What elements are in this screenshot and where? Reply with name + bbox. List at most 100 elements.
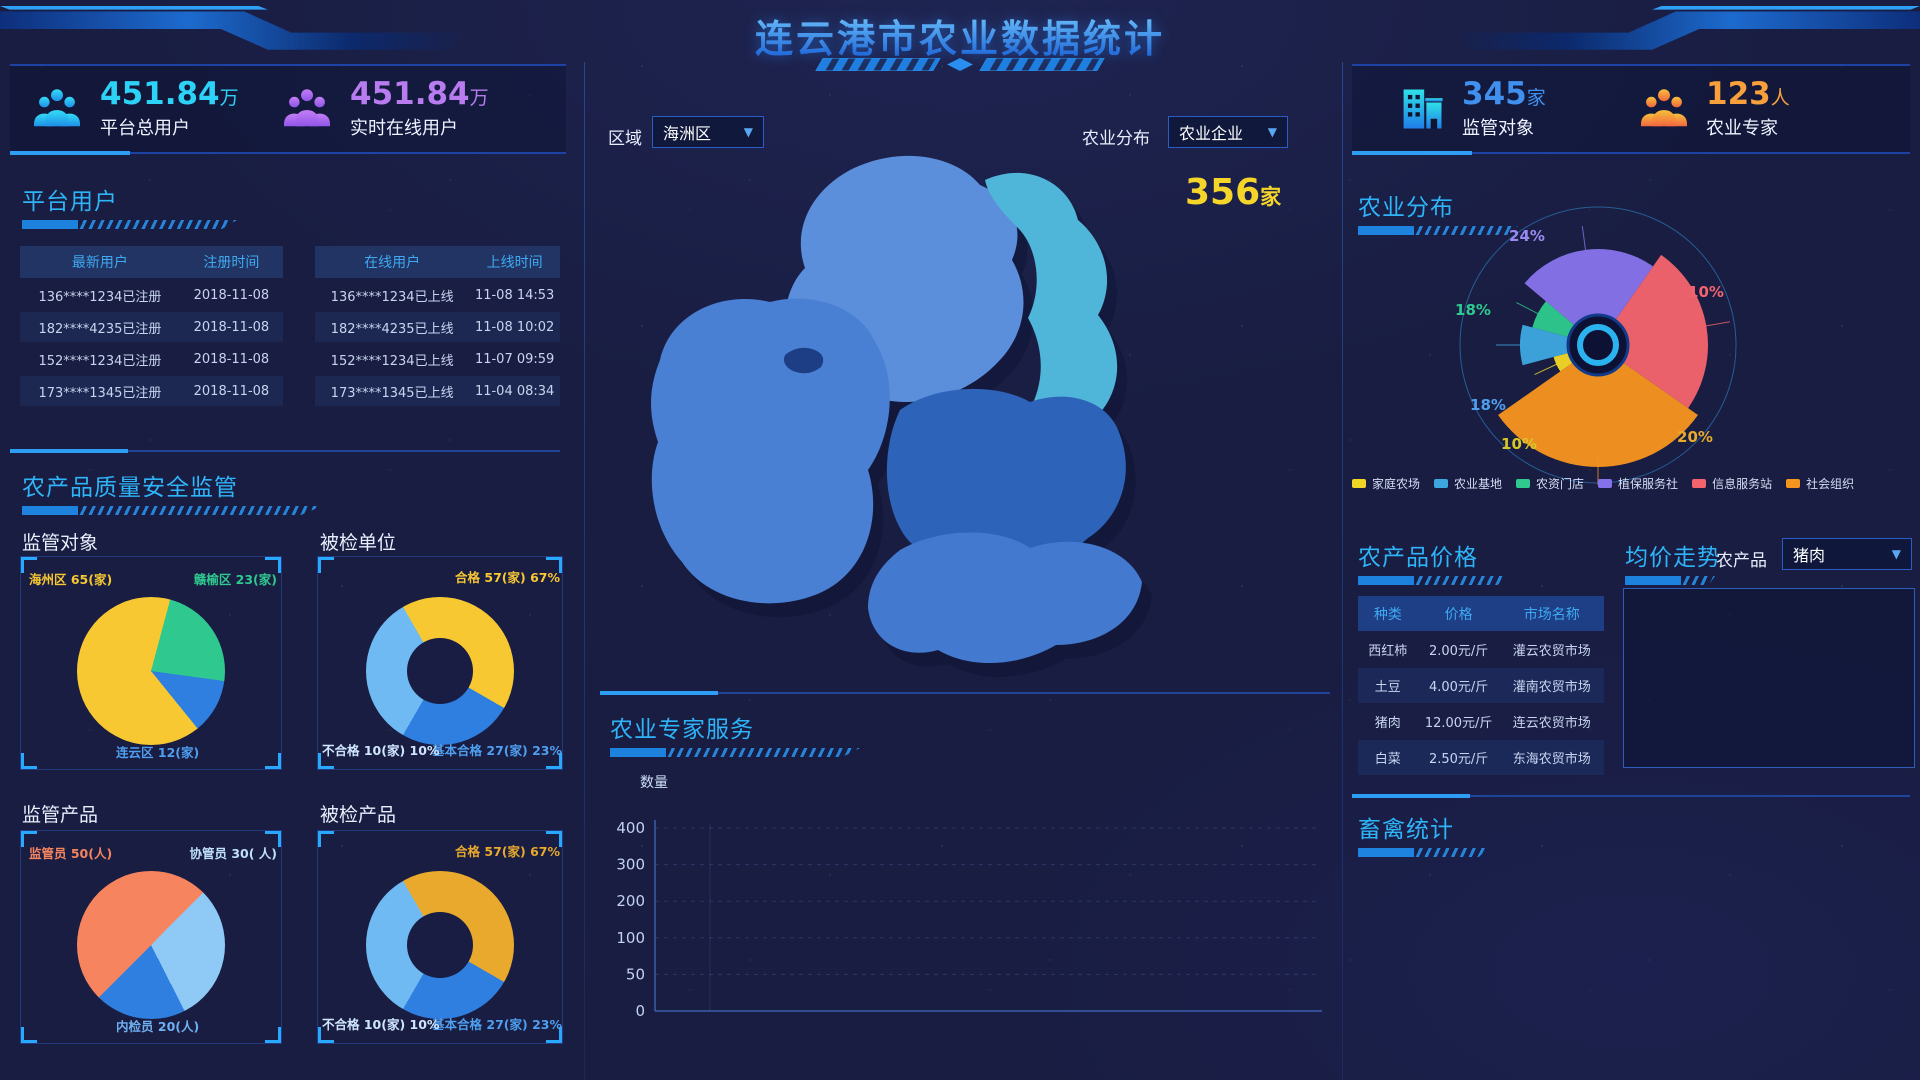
supervision-product-pie (77, 871, 225, 1020)
y-axis-label: 数量 (640, 775, 668, 791)
section-expert-services: 农业专家服务 (610, 717, 754, 743)
inspected-product-card: 合格 57(家) 67% 基本合格 27(家) 23% 不合格 10(家) 10% (317, 830, 563, 1044)
stat-label: 实时在线用户 (350, 118, 458, 140)
legend-item-社会组织[interactable]: 社会组织 (1786, 475, 1854, 492)
column-header: 在线用户 (364, 255, 421, 271)
slice-label: 基本合格 27(家) 23% (432, 1017, 562, 1032)
right-divider (1342, 62, 1343, 1080)
legend-item-植保服务社[interactable]: 植保服务社 (1598, 475, 1678, 492)
rose-pct-label: 10% (1501, 435, 1537, 453)
table-row: 182****4235已上线 11-08 10:02 (315, 312, 560, 342)
legend-item-家庭农场[interactable]: 家庭农场 (1352, 475, 1420, 492)
legend-item-农资门店[interactable]: 农资门店 (1516, 475, 1584, 492)
header-left-decoration (0, 6, 470, 52)
table-cell: 136****1234已上线 (330, 289, 454, 305)
title-emblem (815, 58, 1105, 71)
slice-label: 监管员 50(人) (29, 846, 113, 861)
chart-title-supervision-object: 监管对象 (22, 532, 99, 554)
pie-labels: 监管员 50(人) 协管员 30( 人) 内检员 20(人) (21, 831, 281, 1043)
table-cell: 连云农贸市场 (1512, 716, 1591, 731)
stat-label: 农业专家 (1706, 118, 1778, 140)
title-decoration (1358, 226, 1518, 235)
column-header: 上线时间 (486, 255, 543, 271)
table-row: 猪肉 12.00元/斤 连云农贸市场 (1358, 704, 1604, 739)
distribution-dropdown-value: 农业企业 (1179, 124, 1244, 143)
column-header: 种类 (1373, 606, 1402, 623)
table-header: 种类 价格 市场名称 (1358, 596, 1604, 631)
legend-swatch (1516, 479, 1531, 488)
rose-pct-label: 18% (1470, 396, 1506, 414)
table-cell: 灌云农贸市场 (1512, 644, 1591, 659)
rose-slice-社会组织 (1498, 345, 1698, 467)
table-cell: 白菜 (1374, 752, 1401, 767)
column-header: 市场名称 (1523, 606, 1580, 623)
region-map (651, 155, 1142, 664)
table-row: 173****1345已注册 2018-11-08 (20, 376, 283, 406)
table-row: 152****1234已上线 11-07 09:59 (315, 344, 560, 374)
rose-pct-label: 24% (1509, 227, 1545, 245)
legend-label: 信息服务站 (1712, 477, 1773, 491)
slice-label: 不合格 10(家) 10% (322, 743, 440, 758)
legend-item-农业基地[interactable]: 农业基地 (1434, 475, 1502, 492)
table-row: 173****1345已上线 11-04 08:34 (315, 376, 560, 406)
stat-supervision-objects: 345家 监管对象 (1396, 75, 1636, 141)
stat-value: 123人 (1706, 75, 1790, 112)
chevron-down-icon: ▼ (1891, 547, 1901, 561)
table-cell: 2018-11-08 (193, 287, 270, 303)
pie-labels: 赣榆区 23(家) 连云区 12(家) 海州区 65(家) (21, 557, 281, 769)
page-title: 连云港市农业数据统计 (755, 8, 1165, 63)
left-stats-strip: 451.84万 平台总用户 451.84万 实时在线用户 (10, 64, 566, 155)
legend-item-信息服务站[interactable]: 信息服务站 (1692, 475, 1772, 492)
table-cell: 173****1345已注册 (38, 385, 162, 401)
svg-text:100: 100 (616, 929, 645, 947)
distribution-rose-chart: 24% 10% 20% 10% 18% 18% (1360, 205, 1920, 491)
chart-title-inspected-product: 被检产品 (320, 804, 397, 826)
table-cell: 12.00元/斤 (1424, 716, 1493, 731)
title-decoration (22, 506, 322, 515)
table-cell: 11-08 10:02 (474, 319, 555, 335)
title-decoration (1358, 576, 1508, 585)
chart-title-supervision-product: 监管产品 (22, 804, 99, 826)
legend-label: 家庭农场 (1372, 477, 1421, 491)
rose-pct-label: 10% (1688, 283, 1724, 301)
users-icon (284, 89, 330, 127)
expert-services-chart: 0 50 100 200 300 400 (616, 819, 1322, 1020)
pie-labels: 合格 57(家) 67% 基本合格 27(家) 23% 不合格 10(家) 10% (318, 557, 562, 769)
inspected-unit-card: 合格 57(家) 67% 基本合格 27(家) 23% 不合格 10(家) 10% (317, 556, 563, 770)
section-product-prices: 农产品价格 (1358, 545, 1478, 571)
table-cell: 猪肉 (1374, 716, 1401, 731)
slice-label: 赣榆区 23(家) (193, 572, 277, 587)
product-dropdown[interactable]: 猪肉 ▼ (1782, 538, 1912, 570)
section-price-trend: 均价走势 (1625, 545, 1721, 571)
experts-icon (1641, 89, 1687, 127)
table-cell: 灌南农贸市场 (1512, 680, 1591, 695)
table-row: 136****1234已注册 2018-11-08 (20, 280, 283, 310)
distribution-legend: 家庭农场 农业基地 农资门店 植保服务社 信息服务站 社会组织 (1352, 475, 1854, 492)
title-decoration (1625, 576, 1715, 585)
svg-text:50: 50 (626, 965, 645, 983)
supervision-object-card: 赣榆区 23(家) 连云区 12(家) 海州区 65(家) (20, 556, 282, 770)
product-prices-table: 种类 价格 市场名称 西红柿 2.00元/斤 灌云农贸市场 土豆 4.00元/斤 灌南农贸市场猪… (1358, 596, 1604, 776)
pie-labels: 合格 57(家) 67% 基本合格 27(家) 23% 不合格 10(家) 10% (318, 831, 562, 1043)
region-dropdown[interactable]: 海洲区 ▼ (652, 116, 764, 148)
inspected-unit-donut (366, 597, 514, 746)
table-cell: 2.00元/斤 (1428, 644, 1489, 659)
enterprise-count-badge: 356家 (1185, 172, 1282, 213)
product-dropdown-value: 猪肉 (1793, 546, 1826, 565)
stat-label: 平台总用户 (100, 118, 190, 140)
stat-value: 345家 (1462, 75, 1546, 112)
distribution-dropdown[interactable]: 农业企业 ▼ (1168, 116, 1288, 148)
table-cell: 11-04 08:34 (474, 383, 555, 399)
svg-text:300: 300 (616, 856, 645, 874)
table-row: 土豆 4.00元/斤 灌南农贸市场 (1358, 668, 1604, 703)
right-stats-strip: 345家 监管对象 123人 农业专家 (1352, 64, 1910, 155)
table-cell: 136****1234已注册 (38, 289, 162, 305)
table-row: 白菜 2.50元/斤 东海农贸市场 (1358, 740, 1604, 775)
table-row: 182****4235已注册 2018-11-08 (20, 312, 283, 342)
table-cell: 2.50元/斤 (1428, 752, 1489, 767)
table-cell: 11-08 14:53 (474, 287, 555, 303)
emblem-left-bars (815, 58, 941, 71)
column-header: 价格 (1444, 606, 1473, 623)
section-livestock: 畜禽统计 (1358, 817, 1454, 843)
stat-total-users: 451.84万 平台总用户 (28, 77, 278, 141)
